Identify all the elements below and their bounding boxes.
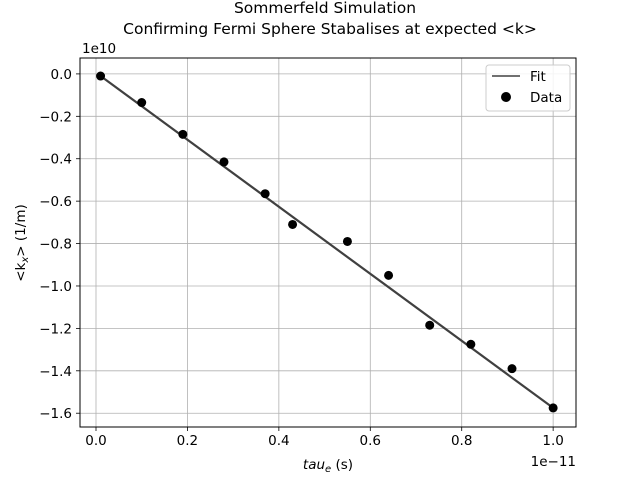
x-axis-label-base: tau	[303, 457, 325, 473]
data-point	[219, 157, 229, 167]
fit-series	[99, 75, 554, 409]
y-tick-label: −0.6	[39, 194, 72, 210]
x-tick-label: 0.0	[85, 433, 106, 449]
y-tick-label: −1.6	[39, 406, 72, 422]
y-axis-label-post: > (1/m)	[13, 204, 29, 256]
legend: Fit Data	[485, 64, 571, 112]
y-axis: 0.0 −0.2 −0.4 −0.6 −0.8 −1.0 −1.2 −1.4 −1.6	[39, 67, 80, 422]
x-tick-label: 0.4	[268, 433, 289, 449]
x-axis-label: taue (s)	[303, 457, 353, 475]
y-axis-label-subscript: x	[20, 257, 31, 264]
y-tick-label: −1.4	[39, 364, 72, 380]
x-axis-label-subscript: e	[325, 464, 331, 475]
data-point	[507, 364, 517, 374]
y-axis-label-pre: <k	[13, 262, 29, 281]
data-point	[466, 339, 476, 349]
data-point	[288, 219, 298, 229]
x-axis-label-unit: (s)	[331, 457, 353, 473]
x-tick-label: 0.6	[360, 433, 381, 449]
chart-title-line-2: Confirming Fermi Sphere Stabalises at ex…	[123, 20, 537, 38]
y-axis-label: <kx> (1/m)	[13, 204, 31, 282]
data-point	[178, 129, 188, 139]
plot-area	[79, 57, 577, 428]
y-offset-text: 1e10	[82, 41, 116, 57]
data-point	[384, 270, 394, 280]
chart-title-line-1: Sommerfeld Simulation	[234, 0, 416, 17]
y-tick-label: −1.2	[39, 321, 72, 337]
plot-frame	[79, 57, 577, 428]
x-tick-label: 1.0	[542, 433, 563, 449]
y-tick-label: −0.2	[39, 109, 72, 125]
data-series	[96, 71, 558, 413]
y-tick-label: −1.0	[39, 279, 72, 295]
data-point	[425, 320, 435, 330]
data-point	[260, 189, 270, 199]
x-tick-label: 0.8	[451, 433, 472, 449]
data-point	[96, 71, 106, 81]
legend-fit-label: Fit	[530, 69, 546, 85]
x-offset-text: 1e−11	[531, 454, 576, 470]
legend-data-swatch	[501, 92, 511, 102]
x-axis: 0.0 0.2 0.4 0.6 0.8 1.0	[85, 427, 564, 449]
y-tick-label: 0.0	[51, 67, 72, 83]
y-tick-label: −0.8	[39, 237, 72, 253]
fit-line	[99, 75, 554, 409]
y-tick-label: −0.4	[39, 152, 72, 168]
data-point	[548, 403, 558, 413]
data-point	[342, 236, 352, 246]
x-tick-label: 0.2	[177, 433, 198, 449]
legend-data-label: Data	[530, 90, 562, 106]
data-point	[137, 98, 147, 108]
